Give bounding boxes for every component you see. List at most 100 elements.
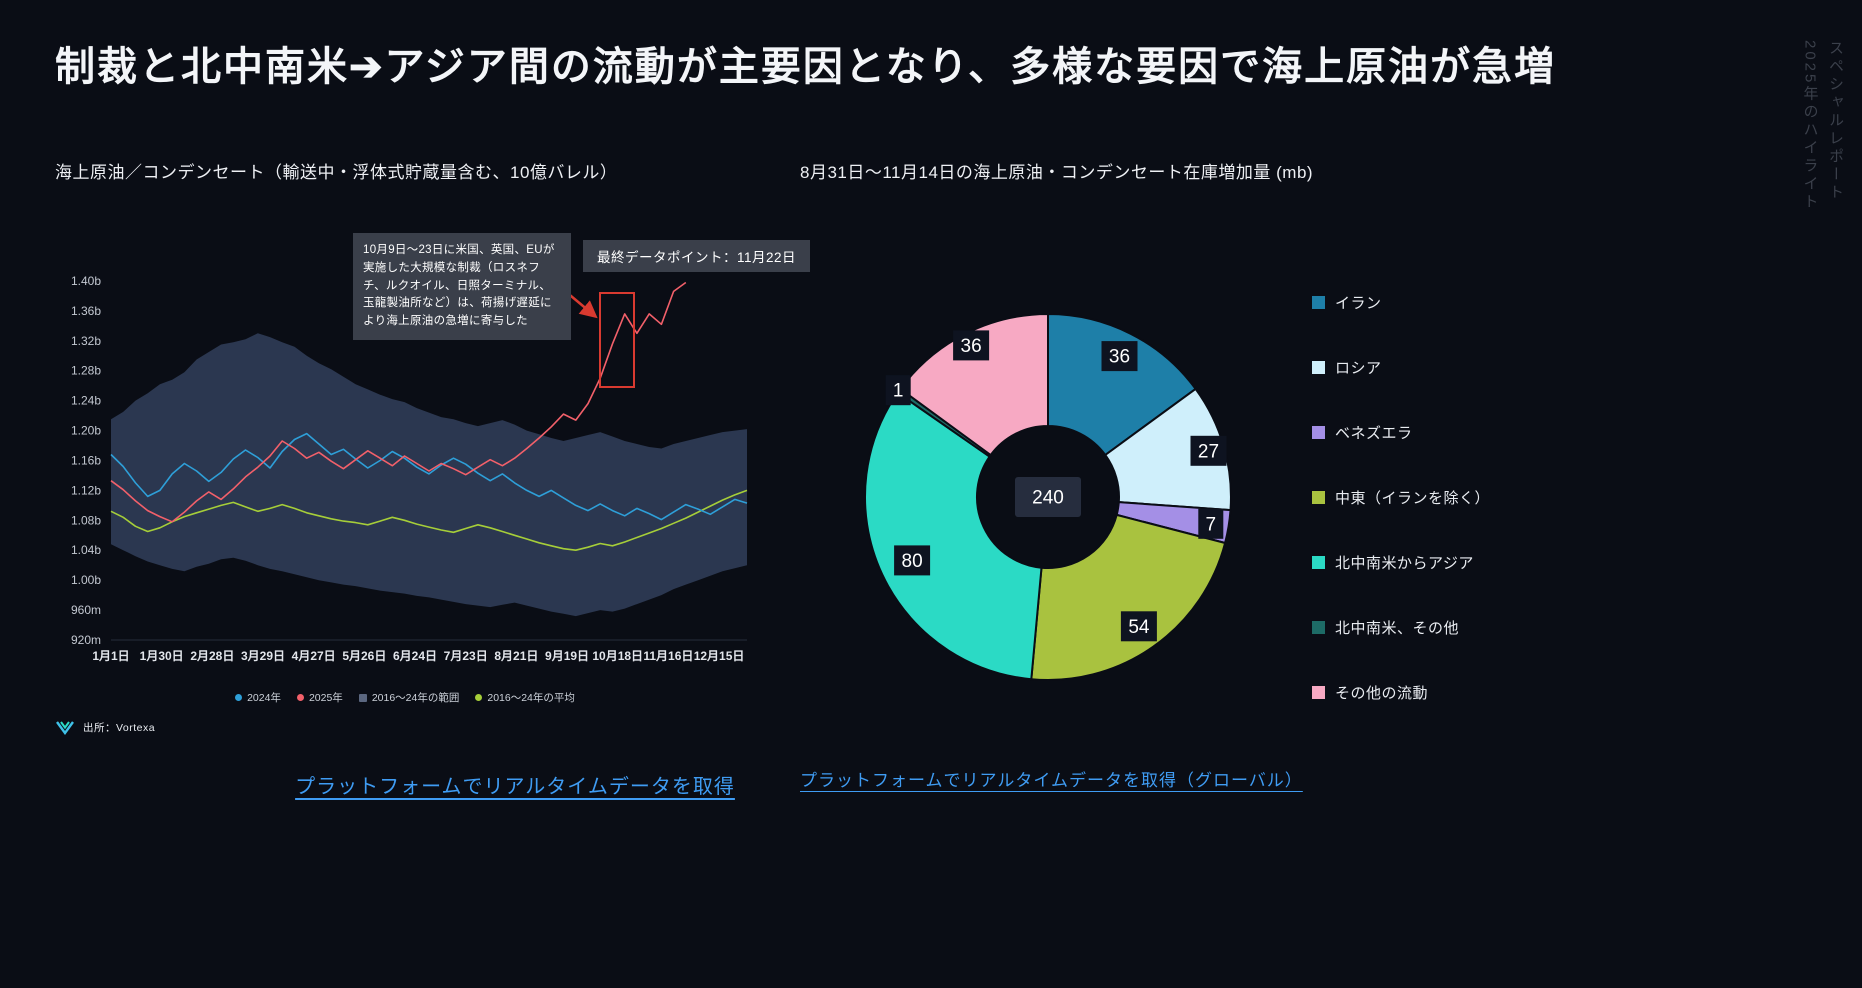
left-chart-title: 海上原油／コンデンセート（輸送中・浮体式貯蔵量含む、10億バレル） <box>55 163 618 182</box>
x-tick-label: 4月27日 <box>292 649 336 663</box>
legend-swatch-icon <box>1312 686 1325 699</box>
maritime-crude-line-chart: 1.40b 1.36b 1.32b 1.28b 1.24b 1.20b 1.16b 1.12b… <box>71 274 748 663</box>
donut-slice <box>1047 312 1197 457</box>
line-legend-item: 2025年 <box>296 690 343 705</box>
donut-legend-item: ベネズエラ <box>1312 422 1490 443</box>
y-tick-label: 1.00b <box>71 573 101 587</box>
legend-label: 北中南米からアジア <box>1335 555 1474 572</box>
donut-legend: イランロシアベネズエラ中東（イランを除く） 北中南米からアジア 北中南米、その他 その… <box>1312 292 1490 703</box>
inventory-donut-chart: 36 27 7 54 80 1 36 240 <box>863 312 1232 681</box>
y-tick-label: 1.12b <box>71 483 101 497</box>
x-tick-label: 3月29日 <box>241 649 285 663</box>
right-cta-link[interactable]: プラットフォームでリアルタイムデータを取得（グローバル） <box>800 771 1303 790</box>
slice-value-box <box>1120 611 1157 642</box>
maritime-crude-line-chart-area: 1.40b 1.36b 1.32b 1.28b 1.24b 1.20b 1.16b 1.12b… <box>55 228 845 698</box>
slice-value-box <box>1198 508 1224 539</box>
legend-label: 2025年 <box>308 692 343 704</box>
legend-label: 2024年 <box>247 692 281 704</box>
slice-value-label: 7 <box>1206 514 1217 535</box>
x-tick-label: 1月30日 <box>140 649 184 663</box>
x-tick-label: 11月16日 <box>643 649 693 663</box>
legend-swatch-icon <box>296 694 304 701</box>
legend-label: 北中南米、その他 <box>1335 620 1460 637</box>
legend-label: ベネズエラ <box>1335 425 1413 442</box>
donut-legend-item: 北中南米からアジア <box>1312 552 1490 573</box>
series-line <box>110 489 748 552</box>
y-tick-label: 1.40b <box>71 274 101 288</box>
x-tick-label: 9月19日 <box>545 649 589 663</box>
side-note-line1: スペシャルレポート <box>1827 40 1844 202</box>
x-tick-label: 8月21日 <box>494 649 538 663</box>
donut-center-total: 240 <box>1032 488 1064 509</box>
x-tick-label: 7月23日 <box>444 649 488 663</box>
legend-swatch-icon <box>475 694 483 701</box>
slice-value-box <box>885 375 911 406</box>
y-tick-label: 1.24b <box>71 394 101 408</box>
right-cta-row: プラットフォームでリアルタイムデータを取得（グローバル） <box>800 766 1380 791</box>
y-tick-label: 1.08b <box>71 513 101 527</box>
legend-label: ロシア <box>1335 360 1382 377</box>
slice-value-label: 80 <box>902 551 923 572</box>
line-legend-item: 2016〜24年の範囲 <box>358 690 460 705</box>
legend-swatch-icon <box>235 694 243 701</box>
source-label: 出所：Vortexa <box>83 722 156 734</box>
side-note: スペシャルレポート 2025年のハイライト <box>1797 40 1848 380</box>
vortexa-logo-icon <box>56 721 74 735</box>
y-tick-label: 960m <box>71 603 101 617</box>
donut-slice <box>899 312 1049 457</box>
left-cta-link[interactable]: プラットフォームでリアルタイムデータを取得 <box>295 776 735 798</box>
series-line <box>110 432 748 521</box>
series-line <box>110 281 687 523</box>
x-tick-label: 12月15日 <box>694 649 745 663</box>
donut-slice <box>863 391 1043 681</box>
legend-swatch-icon <box>1312 361 1325 374</box>
donut-legend-item: ロシア <box>1312 357 1490 378</box>
sanctions-annotation: 10月9日〜23日に米国、英国、EUが実施した大規模な制裁（ロスネフチ、ルクオイ… <box>353 233 571 341</box>
slice-value-box <box>1101 341 1138 372</box>
line-legend-item: 2024年 <box>235 690 281 705</box>
donut-center-box <box>1015 477 1081 517</box>
x-tick-label: 2月28日 <box>190 649 234 663</box>
slice-value-label: 36 <box>961 336 982 357</box>
left-cta-row: プラットフォームでリアルタイムデータを取得 <box>165 770 865 799</box>
donut-legend-item: 北中南米、その他 <box>1312 617 1490 638</box>
y-tick-label: 1.16b <box>71 453 101 467</box>
line-legend-item: 2016〜24年の平均 <box>475 690 575 705</box>
donut-legend-item: 中東（イランを除く） <box>1312 487 1490 508</box>
legend-swatch-icon <box>1312 426 1325 439</box>
slice-value-label: 27 <box>1198 441 1219 462</box>
slice-value-label: 1 <box>893 381 904 402</box>
slice-value-label: 36 <box>1109 347 1130 368</box>
legend-swatch-icon <box>1312 296 1325 309</box>
y-tick-label: 1.04b <box>71 543 101 557</box>
source-row: 出所：Vortexa <box>55 720 155 735</box>
side-note-line2: 2025年のハイライト <box>1801 40 1819 212</box>
range-band <box>111 333 747 617</box>
slice-value-box <box>953 330 990 361</box>
x-tick-label: 6月24日 <box>393 649 437 663</box>
legend-label: 中東（イランを除く） <box>1335 490 1491 507</box>
y-tick-label: 1.32b <box>71 334 101 348</box>
x-tick-label: 5月26日 <box>342 649 386 663</box>
legend-label: イラン <box>1335 295 1382 312</box>
x-tick-label: 10月18日 <box>592 649 643 663</box>
legend-swatch-icon <box>1312 491 1325 504</box>
y-tick-label: 920m <box>71 633 101 647</box>
slice-value-box <box>1190 435 1227 466</box>
slice-value-box <box>894 545 931 576</box>
x-tick-label: 1月1日 <box>92 649 129 663</box>
right-chart-title: 8月31日〜11月14日の海上原油・コンデンセート在庫増加量 (mb) <box>800 163 1314 182</box>
y-tick-label: 1.20b <box>71 424 101 438</box>
page-title: 制裁と北中南米➔アジア間の流動が主要因となり、多様な要因で海上原油が急増 <box>55 44 1557 89</box>
donut-legend-item: その他の流動 <box>1312 682 1490 703</box>
last-datapoint-label: 最終データポイント：11月22日 <box>583 240 811 272</box>
sanctions-highlight-rect <box>599 292 635 388</box>
slice-value-label: 54 <box>1128 617 1150 638</box>
donut-legend-item: イラン <box>1312 292 1490 313</box>
legend-label: その他の流動 <box>1335 685 1429 702</box>
legend-swatch-icon <box>1312 556 1325 569</box>
donut-slice <box>1030 513 1227 681</box>
legend-label: 2016〜24年の範囲 <box>371 692 460 704</box>
line-chart-legend: 2024年 2025年 2016〜24年の範囲 2016〜24年の平均 <box>55 690 755 705</box>
